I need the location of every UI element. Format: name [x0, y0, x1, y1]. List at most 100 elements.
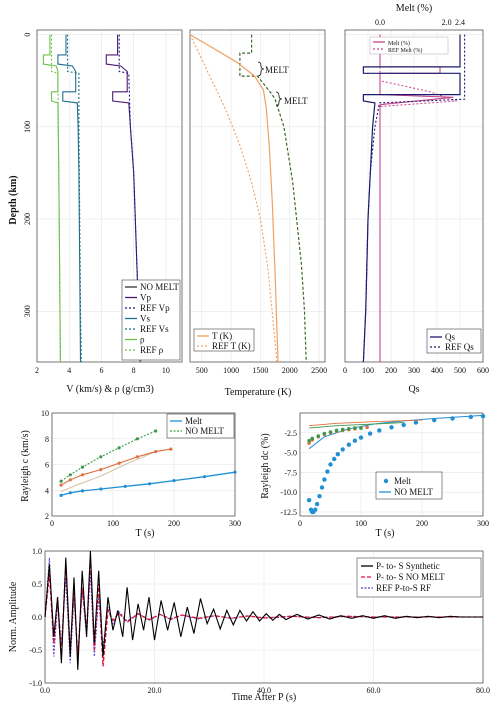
series-orange-point	[117, 461, 121, 465]
velocity-xlabel: V (km/s) & ρ (g/cm3)	[66, 384, 154, 395]
series-orange-point	[154, 450, 158, 454]
series-melt-point	[314, 501, 320, 507]
x-tick-label: 300	[477, 519, 489, 528]
melt-bracket-2	[275, 91, 283, 107]
x-tick-label: 600	[477, 366, 489, 375]
series-green-point	[328, 430, 333, 434]
legend-swatch	[383, 478, 389, 484]
y-tick-label: -1.0	[29, 679, 42, 688]
x-tick-label: 4	[67, 366, 71, 375]
top-tick-label: 0.0	[375, 18, 385, 27]
series-ref-melt-line	[379, 34, 457, 362]
series-melt-point	[202, 475, 207, 479]
x-tick-label: 200	[385, 366, 397, 375]
x-tick-label: 1500	[252, 366, 268, 375]
series-green-line	[309, 422, 404, 429]
legend-label: Vp	[140, 293, 151, 303]
temperature-legend: T (K)REF T (K)	[193, 328, 255, 352]
legend-label: REF ρ	[140, 345, 164, 355]
series-orange-point	[365, 425, 369, 430]
legend-label: P- to- S NO MELT	[376, 572, 445, 582]
y-tick-label: 0.0	[32, 613, 42, 622]
series-qs-line	[362, 34, 461, 363]
series-orange-point	[169, 447, 173, 451]
x-tick-label: 500	[454, 366, 466, 375]
series-extra-line	[60, 451, 156, 492]
legend-label: P- to- S Synthetic	[376, 561, 440, 571]
series-green-point	[316, 434, 321, 438]
legend-label: NO MELT	[185, 426, 224, 436]
series-refvs-line	[67, 34, 82, 363]
melt-annotation-2: MELT	[284, 96, 308, 106]
rayleigh-dc-xlabel: T (s)	[376, 528, 395, 539]
x-tick-label: 10	[162, 366, 170, 375]
series-melt-point	[367, 431, 373, 436]
legend-label: Melt (%)	[388, 40, 410, 47]
series-melt-point	[313, 507, 318, 512]
panel-rayleigh-dc: 0 100 200 300 -2.5 -5.0 -7.5 -10.0 -12.5 T (s) R…	[260, 412, 489, 539]
series-green-point	[340, 427, 345, 432]
series-green-point	[353, 426, 357, 430]
x-tick-label: 0	[298, 519, 302, 528]
legend-label: NO MELT	[140, 282, 179, 292]
panel-receiver-function: 0.0 20.0 40.0 60.0 80.0 1.0 0.5 0.0 -0.5 -1.0 Tim…	[8, 547, 490, 703]
y-tick-label: -7.5	[284, 468, 297, 477]
series-green-point	[322, 431, 327, 436]
series-green-point	[347, 427, 351, 431]
rayleigh-c-ylabel: Rayleigh c (km/s)	[20, 430, 31, 502]
series-melt-point	[148, 482, 152, 486]
series-melt-point	[322, 477, 327, 482]
x-tick-label: 1000	[223, 366, 239, 375]
y-tick-label: 300	[23, 305, 32, 317]
series-nomelt-t-line	[239, 34, 307, 363]
series-melt-point	[401, 422, 406, 428]
legend-label: REF Vs	[140, 324, 169, 334]
series-orange-line	[309, 419, 423, 427]
rayleigh-c-xlabel: T (s)	[136, 528, 155, 539]
x-tick-label: 80.0	[476, 686, 490, 695]
series-melt-point	[389, 425, 394, 430]
melt-legend: Melt (%)REF Melt (%)	[369, 36, 449, 55]
y-tick-label: 1.0	[32, 547, 42, 556]
melt-annotation-1: MELT	[265, 65, 289, 75]
y-tick-label: -5.0	[284, 449, 297, 458]
series-melt-point	[80, 489, 85, 493]
legend-label: NO MELT	[394, 487, 433, 497]
series-melt-point	[325, 469, 330, 474]
x-tick-label: 8	[132, 366, 136, 375]
series-melt-point	[377, 428, 382, 433]
series-ref-qs-line	[362, 34, 466, 363]
series-orange-point	[80, 473, 85, 477]
series-orange-point	[68, 478, 72, 482]
series-melt-point	[123, 484, 127, 488]
legend-label: Qs	[445, 332, 455, 342]
legend-label: ρ	[140, 335, 145, 345]
y-tick-label: 100	[23, 121, 32, 133]
series-green-point	[310, 436, 315, 441]
y-tick-label: -2.5	[284, 429, 297, 438]
x-tick-label: 60.0	[367, 686, 381, 695]
y-tick-label: 2	[45, 512, 49, 521]
legend-label: REF Vp	[140, 303, 170, 313]
x-tick-label: 2	[35, 366, 39, 375]
series-ref-line	[50, 34, 61, 363]
series-nomelt-point	[80, 465, 85, 469]
rayleigh-dc-ylabel: Rayleigh dc (%)	[260, 433, 271, 499]
x-tick-label: 40.0	[257, 686, 271, 695]
x-tick-label: 100	[107, 519, 119, 528]
series-melt-point	[233, 470, 237, 474]
series-melt-point	[328, 462, 333, 467]
x-tick-label: 20.0	[148, 686, 162, 695]
x-tick-label: 0	[343, 366, 347, 375]
series-green-point	[334, 428, 339, 433]
y-tick-label: 200	[23, 213, 32, 225]
x-tick-label: 400	[431, 366, 443, 375]
y-tick-label: 0.5	[32, 580, 42, 589]
